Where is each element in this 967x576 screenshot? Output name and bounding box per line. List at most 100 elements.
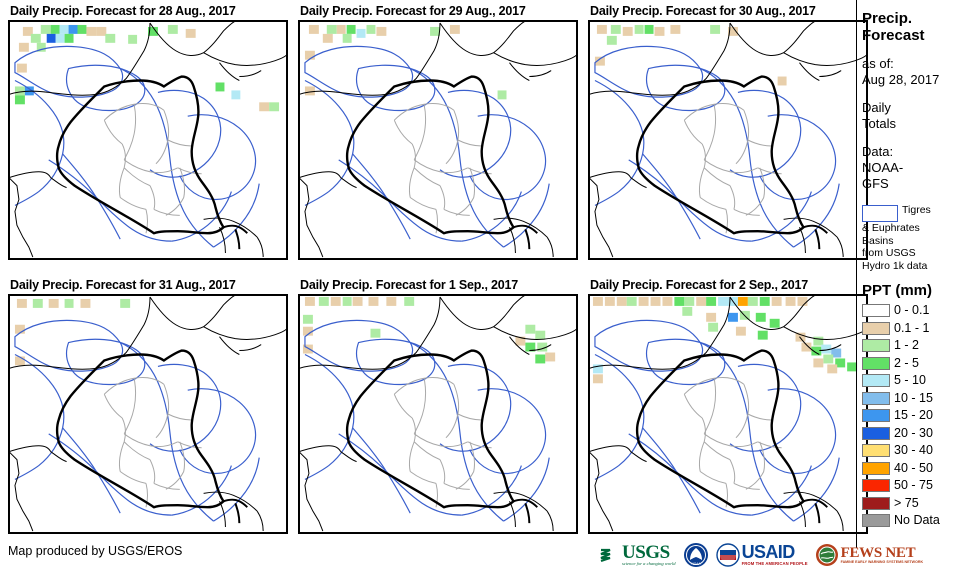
- basin-outline-3: [594, 45, 840, 248]
- map-image-1: [9, 21, 287, 259]
- usgs-logo: USGS science for a changing world: [600, 540, 676, 570]
- basin-outline-2: [304, 45, 550, 248]
- legend-label: 5 - 10: [894, 373, 926, 388]
- legend-label: 30 - 40: [894, 443, 933, 458]
- legend-row: 5 - 10: [862, 372, 967, 390]
- legend-row: 20 - 30: [862, 425, 967, 443]
- partner-logos: USGS science for a changing world NOAA U…: [600, 540, 923, 570]
- legend-swatch: [862, 479, 890, 493]
- panel-title-5: Daily Precip. Forecast for 1 Sep., 2017: [300, 278, 518, 292]
- admin-borders-5: [393, 377, 492, 508]
- legend-row: 40 - 50: [862, 460, 967, 478]
- totals-line1: Daily: [862, 100, 891, 115]
- usaid-logo-text: USAID: [741, 542, 796, 563]
- legend-swatch: [862, 339, 890, 353]
- basin-line4: from USGS: [862, 247, 916, 259]
- panel-title-3: Daily Precip. Forecast for 30 Aug., 2017: [590, 4, 816, 18]
- legend-row: 2 - 5: [862, 355, 967, 373]
- totals-line2: Totals: [862, 116, 896, 131]
- precip-cells-4: [14, 298, 131, 366]
- iraq-border-5: [345, 349, 515, 509]
- data-label: Data:: [862, 144, 894, 159]
- shatt-al-arab-1: [223, 224, 248, 250]
- map-frame-2[interactable]: [298, 20, 578, 260]
- basin-outline-5: [304, 319, 550, 522]
- ppt-legend-title: PPT (mm): [862, 282, 933, 299]
- sidebar-title-line2: Forecast: [862, 27, 925, 44]
- map-frame-4[interactable]: [8, 294, 288, 534]
- precip-cells-1: [14, 24, 280, 112]
- fewsnet-globe-icon: [815, 544, 838, 566]
- legend-label: 10 - 15: [894, 390, 933, 405]
- map-frame-5[interactable]: [298, 294, 578, 534]
- iraq-border-1: [55, 75, 225, 235]
- legend-row: > 75: [862, 495, 967, 513]
- usgs-mark-icon: [600, 548, 611, 563]
- fewsnet-logo-sub: FAMINE EARLY WARNING SYSTEMS NETWORK: [840, 560, 924, 565]
- map-frame-1[interactable]: [8, 20, 288, 260]
- legend-label: 40 - 50: [894, 460, 933, 475]
- basin-legend-row: Tigres: [862, 204, 967, 222]
- legend-row: 15 - 20: [862, 407, 967, 425]
- as-of-block: as of: Aug 28, 2017: [862, 56, 967, 88]
- map-image-2: [299, 21, 577, 259]
- legend-row: 0.1 - 1: [862, 320, 967, 338]
- legend-sidebar: Precip. Forecast as of: Aug 28, 2017 Dai…: [862, 4, 967, 564]
- legend-label: No Data: [894, 513, 940, 528]
- shatt-al-arab-3: [803, 224, 828, 250]
- legend-swatch: [862, 391, 890, 405]
- map-frame-6[interactable]: [588, 294, 868, 534]
- usaid-seal-icon: [715, 543, 740, 567]
- map-panel-5[interactable]: Daily Precip. Forecast for 1 Sep., 2017: [298, 278, 578, 534]
- basin-name: Tigres: [902, 204, 931, 216]
- iraq-border-6: [635, 349, 805, 509]
- data-source-block: Data: NOAA- GFS: [862, 144, 967, 192]
- panel-title-4: Daily Precip. Forecast for 31 Aug., 2017: [10, 278, 236, 292]
- shatt-al-arab-5: [513, 498, 538, 524]
- map-image-4: [9, 295, 287, 533]
- as-of-label: as of:: [862, 56, 894, 71]
- usgs-logo-text: USGS: [622, 542, 670, 564]
- svg-text:NOAA: NOAA: [691, 562, 701, 566]
- map-panel-6[interactable]: Daily Precip. Forecast for 2 Sep., 2017: [588, 278, 868, 534]
- basin-outline-4: [14, 319, 260, 522]
- basin-line5: Hydro 1k data: [862, 259, 928, 272]
- usaid-logo-sub: FROM THE AMERICAN PEOPLE: [741, 561, 808, 567]
- map-grid: Daily Precip. Forecast for 28 Aug., 2017: [8, 4, 868, 534]
- map-panel-3[interactable]: Daily Precip. Forecast for 30 Aug., 2017: [588, 4, 868, 260]
- map-image-6: [589, 295, 867, 533]
- legend-swatch: [862, 514, 890, 528]
- legend-row: 30 - 40: [862, 442, 967, 460]
- neighbor-borders-1: [9, 21, 287, 258]
- neighbor-borders-6: [589, 295, 867, 532]
- legend-label: > 75: [894, 495, 919, 510]
- legend-swatch: [862, 496, 890, 510]
- basin-outline-1: [14, 45, 260, 248]
- legend-row: 1 - 2: [862, 337, 967, 355]
- neighbor-borders-4: [9, 295, 287, 532]
- neighbor-borders-3: [589, 21, 867, 258]
- shatt-al-arab-6: [803, 498, 828, 524]
- legend-swatch: [862, 356, 890, 370]
- legend-row: 0 - 0.1: [862, 302, 967, 320]
- legend-label: 15 - 20: [894, 408, 933, 423]
- admin-borders-2: [393, 103, 492, 234]
- panel-title-6: Daily Precip. Forecast for 2 Sep., 2017: [590, 278, 808, 292]
- usaid-logo: USAID FROM THE AMERICAN PEOPLE: [715, 540, 808, 570]
- precip-cells-5: [302, 296, 556, 364]
- legend-row: 50 - 75: [862, 477, 967, 495]
- map-panel-2[interactable]: Daily Precip. Forecast for 29 Aug., 2017: [298, 4, 578, 260]
- data-line1: NOAA-: [862, 160, 904, 175]
- ppt-legend-list: 0 - 0.1 0.1 - 1 1 - 2 2 - 5 5 - 10 10 - 15 15 …: [862, 302, 967, 530]
- precip-cells-2: [304, 24, 507, 100]
- map-frame-3[interactable]: [588, 20, 868, 260]
- map-panel-1[interactable]: Daily Precip. Forecast for 28 Aug., 2017: [8, 4, 288, 260]
- legend-swatch: [862, 426, 890, 440]
- legend-row: No Data: [862, 512, 967, 530]
- map-panel-4[interactable]: Daily Precip. Forecast for 31 Aug., 2017: [8, 278, 288, 534]
- totals-block: Daily Totals: [862, 100, 967, 132]
- noaa-seal-icon: NOAA: [683, 543, 708, 567]
- panel-title-2: Daily Precip. Forecast for 29 Aug., 2017: [300, 4, 526, 18]
- admin-borders-1: [103, 103, 202, 234]
- legend-swatch: [862, 461, 890, 475]
